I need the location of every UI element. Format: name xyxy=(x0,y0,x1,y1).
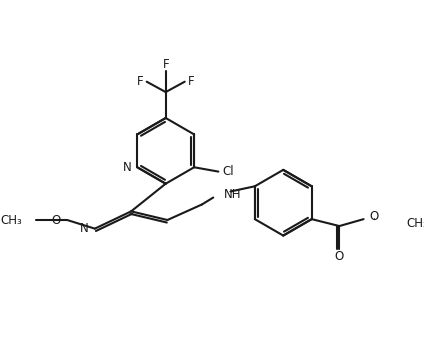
Text: N: N xyxy=(80,222,89,235)
Text: NH: NH xyxy=(223,188,241,200)
Text: O: O xyxy=(51,214,60,226)
Text: F: F xyxy=(137,75,144,88)
Text: F: F xyxy=(187,75,194,88)
Text: CH₃: CH₃ xyxy=(0,214,22,226)
Text: CH₃: CH₃ xyxy=(407,217,424,230)
Text: Cl: Cl xyxy=(222,165,234,178)
Text: O: O xyxy=(370,210,379,223)
Text: F: F xyxy=(162,58,169,71)
Text: N: N xyxy=(123,161,131,174)
Text: O: O xyxy=(335,250,344,263)
